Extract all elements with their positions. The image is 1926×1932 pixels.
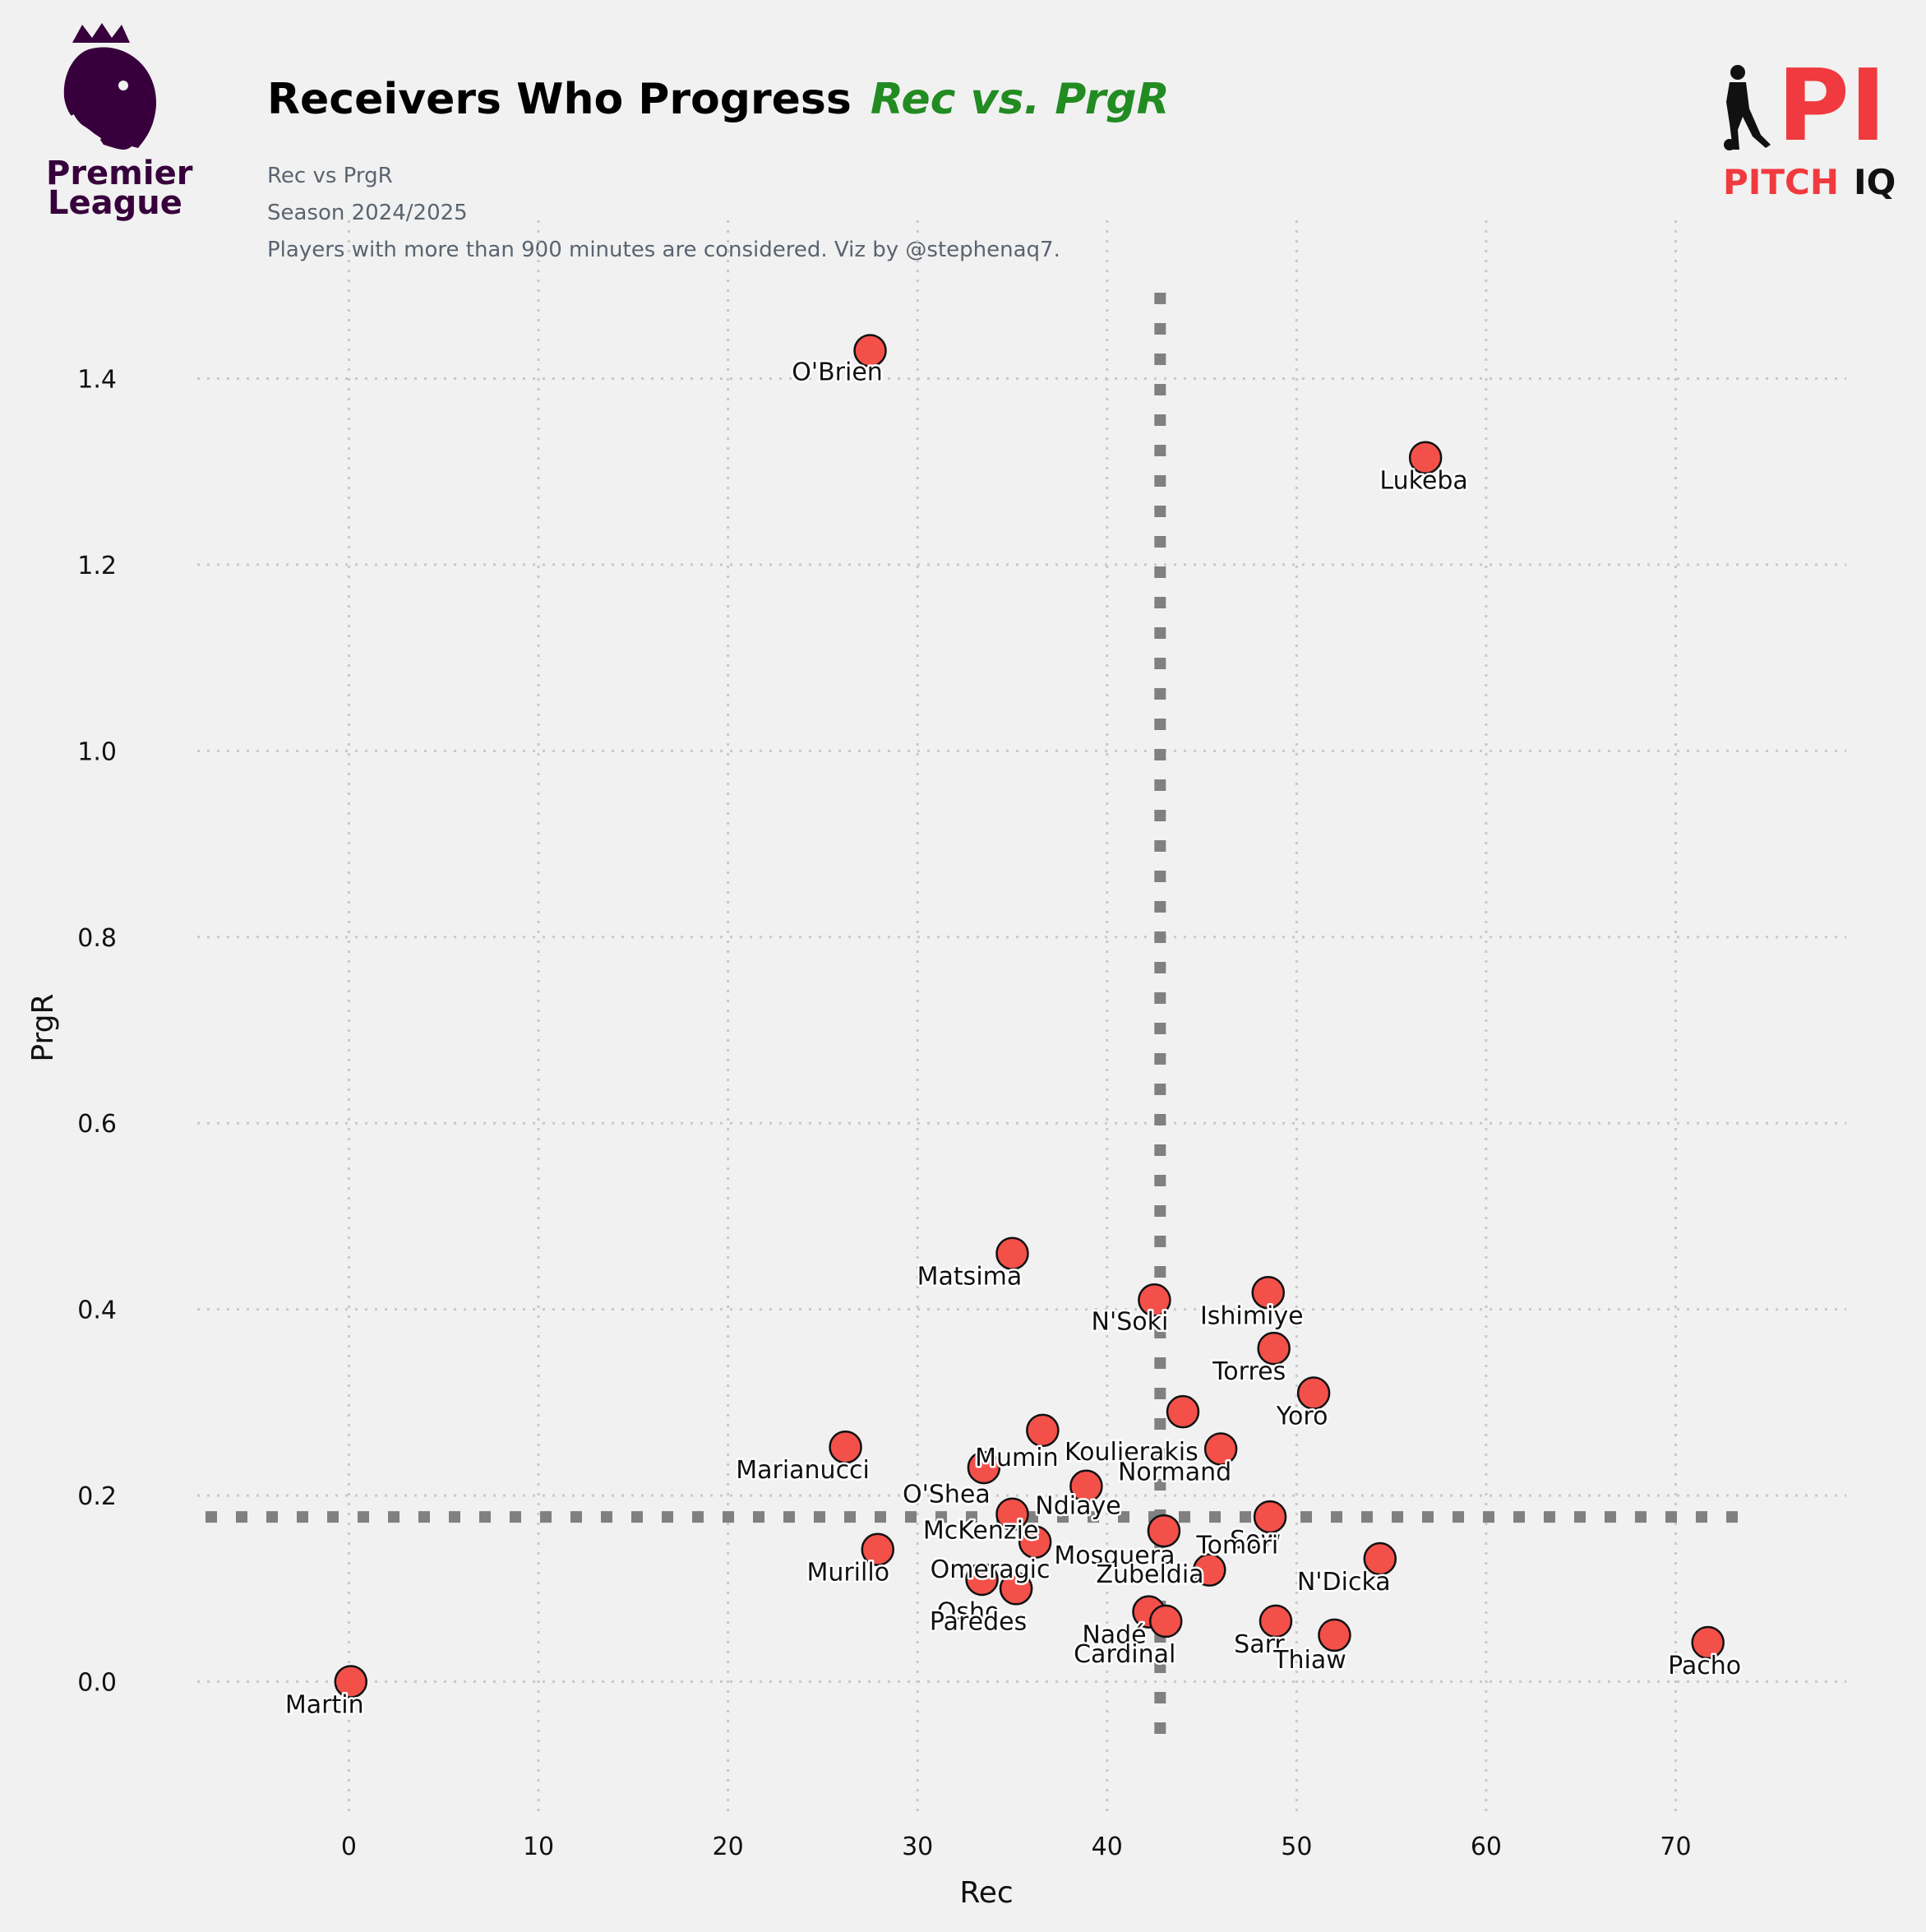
x-tick-label: 40 (1092, 1833, 1123, 1861)
point-label: Murillo (806, 1559, 889, 1588)
data-point (995, 1497, 1029, 1531)
data-point (1296, 1376, 1331, 1410)
data-point (1203, 1432, 1238, 1466)
point-label: Sarr (1234, 1630, 1285, 1659)
data-point (1018, 1525, 1052, 1559)
point-label: Koulierakis (1065, 1438, 1199, 1467)
data-points (334, 334, 1725, 1699)
point-label: Ishimiye (1200, 1301, 1304, 1330)
data-point (1691, 1625, 1725, 1660)
title-accent: Rec vs. PrgR (871, 75, 1170, 124)
chart-title: Receivers Who Progress Rec vs. PrgR (267, 75, 1170, 124)
logo-premier-text: Premier (46, 155, 193, 192)
data-point (1193, 1553, 1226, 1587)
data-point (1138, 1283, 1171, 1317)
data-point (1318, 1618, 1351, 1652)
data-point (1069, 1469, 1103, 1503)
data-point (853, 334, 887, 367)
data-point (1253, 1500, 1287, 1534)
x-tick-label: 10 (523, 1833, 554, 1861)
point-label: Thiaw (1272, 1646, 1346, 1675)
x-tick-label: 50 (1281, 1833, 1312, 1861)
point-label: Pacho (1668, 1652, 1741, 1680)
point-label: McKenzie (923, 1517, 1039, 1546)
x-tick-label: 0 (341, 1833, 357, 1861)
point-label: N'Soki (1092, 1307, 1169, 1336)
logo-league-text: League (48, 184, 182, 222)
y-tick-label: 0.8 (77, 924, 117, 953)
x-tick-labels: 0 10 20 30 40 50 60 70 (341, 1833, 1692, 1861)
x-tick-label: 20 (713, 1833, 744, 1861)
point-label: Osho (937, 1597, 1000, 1626)
x-tick-label: 70 (1660, 1833, 1691, 1861)
player-silhouette-icon (1724, 65, 1771, 150)
data-point (1251, 1276, 1285, 1310)
y-tick-label: 1.0 (77, 737, 117, 766)
premier-league-logo: Premier League (46, 23, 193, 222)
pitch-iq-mark: PI (1777, 49, 1887, 164)
subtitle-season: Season 2024/2025 (267, 201, 468, 225)
data-point (1026, 1413, 1060, 1448)
subtitle-metric: Rec vs PrgR (267, 164, 393, 188)
point-label: Tomori (1195, 1532, 1278, 1560)
point-label: Omeragic (931, 1555, 1051, 1584)
point-label: Marianucci (736, 1456, 870, 1485)
title-main: Receivers Who Progress (267, 75, 852, 124)
point-label: Cardinal (1074, 1640, 1175, 1669)
point-label: Torres (1212, 1357, 1286, 1386)
y-tick-label: 0.6 (77, 1110, 117, 1139)
data-point (967, 1450, 1001, 1485)
data-point (334, 1665, 368, 1699)
point-label: Lukeba (1379, 467, 1467, 496)
x-tick-label: 30 (902, 1833, 933, 1861)
point-label: Sow (1230, 1526, 1281, 1555)
point-label: Martin (285, 1690, 364, 1719)
pitch-iq-word-iq: IQ (1854, 162, 1896, 202)
point-label: O'Brien (792, 358, 883, 387)
y-tick-label: 1.2 (77, 552, 117, 580)
data-point (1408, 441, 1443, 474)
data-point (965, 1562, 999, 1597)
point-label: Matsima (917, 1263, 1023, 1292)
y-tick-label: 0.4 (77, 1296, 117, 1325)
x-axis-label: Rec (959, 1876, 1013, 1910)
y-tick-label: 0.2 (77, 1482, 117, 1511)
data-point (861, 1532, 895, 1566)
point-label: O'Shea (903, 1481, 991, 1509)
data-point (1259, 1604, 1293, 1639)
y-tick-labels: 0.0 0.2 0.4 0.6 0.8 1.0 1.2 1.4 (77, 365, 117, 1697)
point-label: Normand (1118, 1458, 1231, 1486)
data-point (1148, 1604, 1183, 1639)
point-label: Nadé (1082, 1621, 1146, 1650)
point-label: Ndiaye (1035, 1492, 1120, 1521)
lion-crown-icon (63, 23, 157, 150)
point-labels: O'Brien Lukeba Matsima N'Soki Ishimiye Torres… (283, 356, 1743, 1722)
subtitle-note: Players with more than 900 minutes are c… (267, 238, 1060, 262)
pitch-iq-logo: PI PITCH IQ (1723, 49, 1896, 202)
pitch-iq-word-pitch: PITCH (1723, 162, 1839, 202)
data-point (1166, 1394, 1200, 1429)
data-point (999, 1572, 1033, 1606)
point-label: N'Dicka (1297, 1568, 1391, 1597)
data-point (1257, 1331, 1291, 1366)
y-tick-label: 0.0 (77, 1668, 117, 1697)
point-label: Mumin (975, 1444, 1058, 1472)
data-point (1363, 1541, 1397, 1576)
point-label: Zubeldia (1096, 1560, 1203, 1589)
x-tick-label: 60 (1471, 1833, 1502, 1861)
point-label: Mosquera (1054, 1541, 1175, 1570)
data-point (995, 1236, 1029, 1270)
reference-lines (206, 293, 1751, 1751)
data-point (1147, 1514, 1181, 1548)
y-tick-label: 1.4 (77, 365, 117, 394)
point-label: Paredes (930, 1607, 1027, 1636)
point-label: Yoro (1276, 1403, 1328, 1431)
data-point (829, 1430, 862, 1464)
y-axis-label: PrgR (26, 993, 60, 1061)
